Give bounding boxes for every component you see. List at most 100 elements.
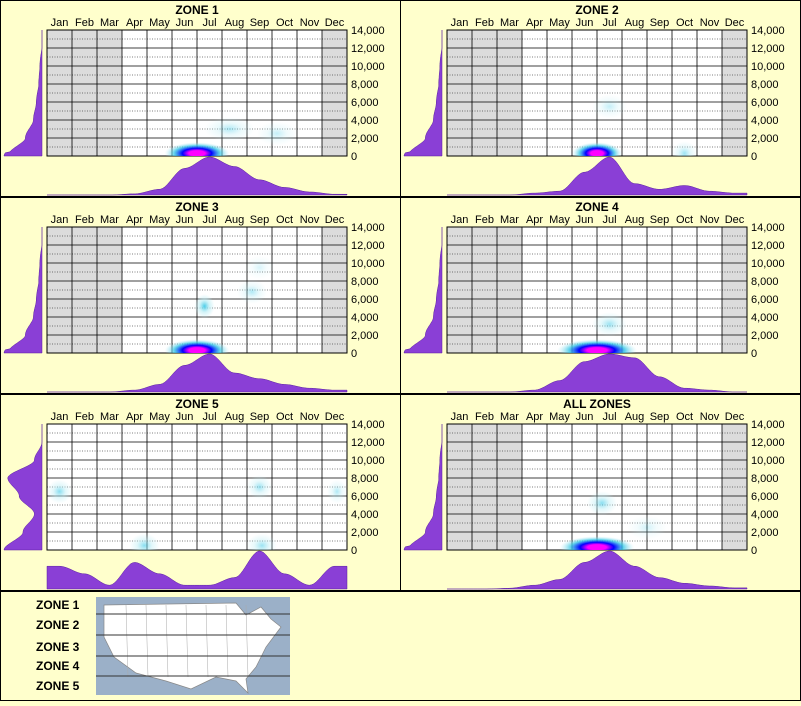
- month-label: Oct: [676, 411, 693, 423]
- y-tick-label: 6,000: [751, 97, 779, 109]
- month-label: Oct: [276, 214, 293, 226]
- elevation-density-curve: [3, 227, 43, 354]
- month-label: Feb: [475, 411, 494, 423]
- y-tick-label: 0: [351, 151, 357, 163]
- heat-spot: [587, 491, 617, 516]
- heat-layer: [47, 475, 347, 550]
- month-label: Oct: [276, 17, 293, 29]
- month-label: May: [149, 411, 170, 423]
- y-tick-label: 0: [751, 545, 757, 557]
- y-tick-label: 4,000: [751, 115, 779, 127]
- heat-spot: [257, 121, 297, 146]
- heat-spot: [557, 339, 637, 353]
- heat-spot: [592, 312, 627, 337]
- month-label: Jan: [51, 17, 69, 29]
- panel-title: ZONE 1: [175, 3, 219, 17]
- heat-spot: [244, 255, 275, 280]
- y-tick-label: 12,000: [351, 43, 385, 55]
- month-label: Oct: [676, 214, 693, 226]
- zone-panel: ZONE 3 Jan Feb Mar Apr May Jun Jul Aug Sep Oct Nov D…: [0, 197, 401, 394]
- panel-title: ALL ZONES: [563, 397, 631, 411]
- y-tick-label: 12,000: [751, 240, 785, 252]
- month-density-curve: [447, 353, 747, 393]
- month-label: Aug: [625, 411, 645, 423]
- month-label: Jul: [602, 411, 616, 423]
- month-label: Aug: [225, 214, 245, 226]
- month-label: Mar: [100, 214, 119, 226]
- y-tick-label: 0: [351, 545, 357, 557]
- y-tick-label: 14,000: [751, 419, 785, 431]
- month-label: Aug: [225, 17, 245, 29]
- zone-label: ZONE 4: [36, 659, 80, 673]
- heat-spot: [247, 533, 277, 550]
- month-label: Mar: [100, 411, 119, 423]
- month-label: Dec: [725, 17, 745, 29]
- y-tick-label: 8,000: [751, 473, 779, 485]
- month-label: Nov: [300, 411, 320, 423]
- month-label: Jul: [202, 214, 216, 226]
- month-density-curve: [447, 156, 748, 196]
- y-tick-label: 10,000: [351, 455, 385, 467]
- y-tick-label: 8,000: [751, 79, 779, 91]
- y-tick-label: 8,000: [351, 276, 379, 288]
- heat-spot: [47, 479, 72, 504]
- map-border-line: [185, 604, 189, 678]
- month-label: Jan: [51, 214, 69, 226]
- y-tick-label: 14,000: [751, 222, 785, 234]
- month-label: May: [549, 17, 570, 29]
- elevation-density-curve: [3, 424, 43, 551]
- month-label: Oct: [676, 17, 693, 29]
- heat-spot: [672, 141, 697, 156]
- month-label: Jul: [202, 17, 216, 29]
- month-label: Sep: [250, 411, 270, 423]
- month-label: Feb: [475, 17, 494, 29]
- y-tick-label: 8,000: [351, 473, 379, 485]
- y-tick-label: 10,000: [351, 61, 385, 73]
- y-tick-label: 2,000: [751, 527, 779, 539]
- map-land: [103, 602, 282, 694]
- heat-spot: [204, 117, 255, 141]
- zone-label: ZONE 5: [36, 679, 80, 693]
- y-tick-label: 6,000: [751, 491, 779, 503]
- month-label: Mar: [500, 17, 519, 29]
- y-tick-label: 2,000: [751, 330, 779, 342]
- map-border-line: [125, 604, 129, 678]
- y-tick-label: 6,000: [351, 294, 379, 306]
- zone-label: ZONE 2: [36, 618, 80, 632]
- map-border-line: [245, 604, 249, 678]
- y-tick-label: 10,000: [751, 455, 785, 467]
- elevation-density-curve: [403, 30, 443, 157]
- heat-spot: [129, 533, 160, 550]
- map-border-line: [205, 604, 209, 678]
- month-label: Nov: [300, 214, 320, 226]
- month-label: Jun: [176, 17, 194, 29]
- zone-panel: ZONE 4 Jan Feb Mar Apr May Jun Jul Aug Sep Oct Nov D…: [400, 197, 801, 394]
- heat-spot: [592, 94, 627, 119]
- month-label: Apr: [126, 411, 143, 423]
- y-tick-label: 0: [351, 348, 357, 360]
- month-label: Jan: [51, 411, 69, 423]
- month-label: Feb: [75, 17, 94, 29]
- y-tick-label: 4,000: [751, 312, 779, 324]
- month-density-curve: [447, 550, 748, 590]
- heat-spot: [164, 142, 230, 156]
- y-tick-label: 2,000: [351, 330, 379, 342]
- month-label: Jan: [451, 17, 469, 29]
- grid-lines: [47, 30, 347, 156]
- y-tick-label: 6,000: [351, 491, 379, 503]
- month-label: Dec: [325, 17, 345, 29]
- month-label: Jun: [176, 214, 194, 226]
- y-tick-label: 10,000: [751, 258, 785, 270]
- month-label: Dec: [725, 411, 745, 423]
- elevation-density-curve: [403, 424, 443, 551]
- month-label: Jan: [451, 214, 469, 226]
- zone-legend: ZONE 1 ZONE 2 ZONE 3 ZONE 4 ZONE 5: [0, 591, 801, 701]
- month-label: Jun: [576, 17, 594, 29]
- y-tick-label: 14,000: [351, 222, 385, 234]
- month-label: Nov: [300, 17, 320, 29]
- y-tick-label: 10,000: [351, 258, 385, 270]
- month-label: Nov: [700, 411, 720, 423]
- month-label: Mar: [500, 214, 519, 226]
- month-label: Sep: [250, 214, 270, 226]
